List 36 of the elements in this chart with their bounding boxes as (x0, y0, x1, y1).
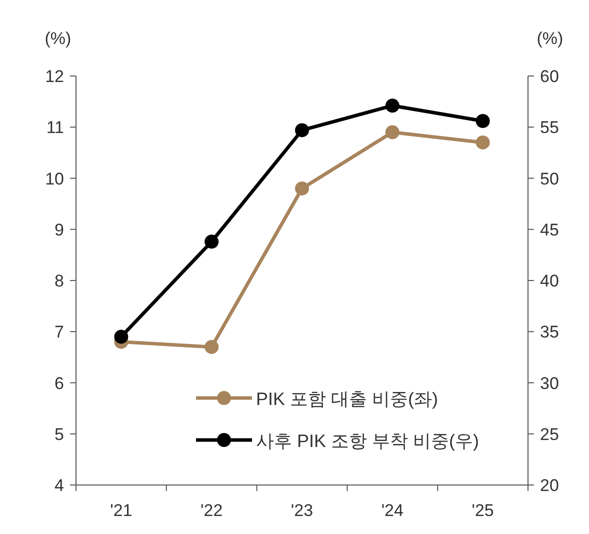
y-tick-label: 9 (54, 220, 64, 240)
y-axis-title: (%) (44, 29, 72, 48)
y-tick-label: 7 (54, 322, 64, 342)
y-tick-label: 10 (45, 169, 64, 188)
point (385, 98, 400, 113)
y-tick-label: 8 (54, 272, 64, 290)
y2-tick-label: 25 (540, 424, 559, 444)
x-tick-label: '21 (110, 501, 132, 520)
x-tick-label: '23 (290, 501, 314, 520)
y2-tick-label: 60 (540, 67, 559, 86)
x-tick-label: '25 (472, 501, 494, 520)
point (476, 114, 490, 128)
y2-tick-label: 20 (540, 476, 559, 495)
legend-label: PIK 포함 대출 비중(좌) (256, 389, 438, 409)
point (114, 330, 128, 344)
point (385, 125, 400, 140)
y-tick-label: 12 (45, 67, 64, 86)
y2-tick-label: 45 (540, 220, 559, 240)
y2-tick-label: 30 (540, 374, 559, 393)
y-tick-label: 4 (54, 476, 64, 495)
y2-axis-title: (%) (536, 29, 564, 48)
point (295, 123, 309, 138)
y2-tick-label: 35 (540, 322, 559, 342)
x-tick-label: '22 (200, 501, 223, 520)
y-tick-label: 11 (46, 118, 64, 138)
legend-label: 사후 PIK 조항 부착 비중(우) (256, 431, 480, 451)
y2-tick-label: 55 (540, 118, 559, 138)
y2-tick-label: 50 (540, 169, 559, 188)
x-tick-label: '24 (381, 501, 404, 520)
point (295, 181, 309, 196)
y-tick-label: 5 (54, 424, 64, 444)
y2-tick-label: 40 (540, 272, 559, 290)
point (204, 340, 219, 354)
y-tick-label: 6 (54, 374, 64, 393)
point (204, 234, 219, 249)
point (476, 135, 490, 150)
